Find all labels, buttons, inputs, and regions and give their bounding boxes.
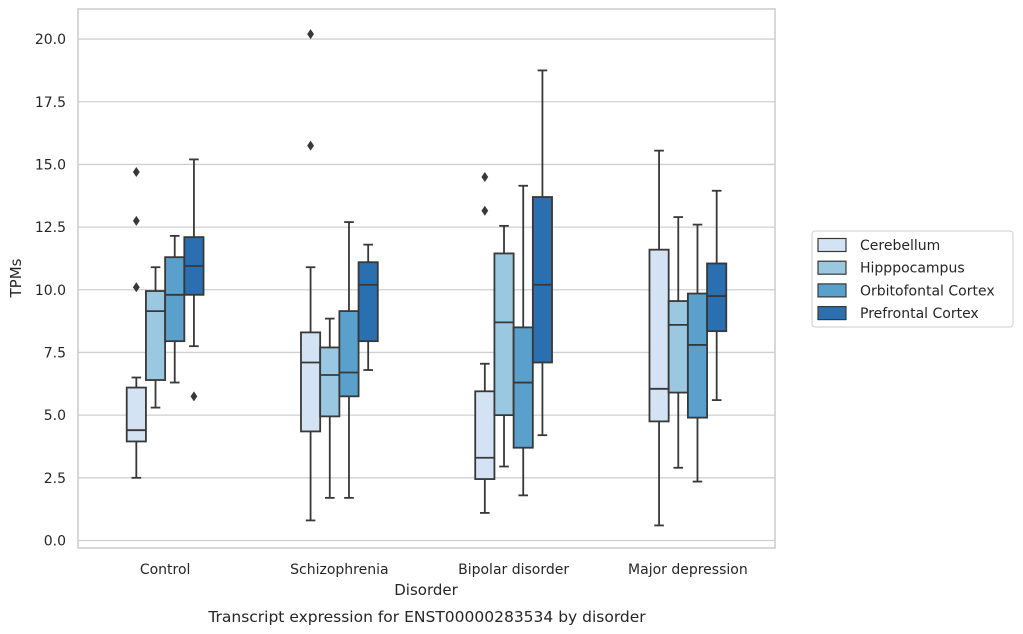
- box-iqr: [493, 252, 515, 417]
- box-cerebellum: [648, 149, 670, 527]
- box-iqr: [474, 390, 496, 480]
- box-iqr: [319, 346, 341, 418]
- x-tick-label: Major depression: [628, 562, 748, 578]
- y-tick-label: 15.0: [35, 157, 66, 173]
- box-iqr: [512, 326, 534, 449]
- x-tick-label: Schizophrenia: [290, 562, 388, 578]
- x-axis-label: Disorder: [394, 581, 458, 599]
- x-tick-label: Control: [140, 562, 191, 578]
- y-tick-label: 2.5: [44, 471, 66, 487]
- y-tick-label: 10.0: [35, 283, 66, 299]
- y-axis-ticks: 0.0 2.5 5.0 7.5 10.0 12.5 15.0 17.5 20.0: [35, 32, 66, 549]
- box-orbitofontal-cortex: [512, 184, 534, 497]
- box-iqr: [357, 261, 379, 343]
- outlier-point: [132, 215, 140, 226]
- box-prefrontal-cortex: [183, 158, 205, 402]
- y-tick-label: 5.0: [44, 408, 66, 424]
- y-tick-label: 12.5: [35, 220, 66, 236]
- outlier-point: [307, 140, 314, 151]
- y-tick-label: 0.0: [44, 533, 66, 549]
- box-orbitofontal-cortex: [164, 234, 186, 384]
- legend-label: Cerebellum: [860, 238, 940, 254]
- box-hipppocampus: [493, 224, 515, 468]
- legend-label: Orbitofontal Cortex: [860, 283, 995, 299]
- legend-frame: [811, 230, 1014, 328]
- legend-swatch: [817, 306, 847, 321]
- legend-swatch: [817, 260, 847, 275]
- box-cerebellum: [474, 171, 496, 514]
- box-iqr: [164, 256, 186, 343]
- box-prefrontal-cortex: [531, 69, 553, 437]
- legend-label: Prefrontal Cortex: [860, 306, 979, 322]
- y-tick-label: 7.5: [44, 345, 66, 361]
- outlier-point: [481, 171, 489, 182]
- box-orbitofontal-cortex: [686, 223, 708, 483]
- outlier-point: [132, 282, 140, 293]
- box-hipppocampus: [667, 216, 689, 469]
- y-tick-label: 17.5: [35, 95, 66, 111]
- box-iqr: [667, 300, 689, 394]
- box-iqr: [145, 290, 167, 381]
- y-tick-label: 20.0: [35, 32, 66, 48]
- box-hipppocampus: [145, 266, 167, 409]
- boxes: [125, 29, 728, 527]
- box-cerebellum: [125, 166, 147, 479]
- outlier-point: [132, 166, 140, 177]
- box-prefrontal-cortex: [706, 189, 728, 401]
- box-cerebellum: [300, 29, 322, 522]
- outlier-point: [307, 29, 314, 40]
- box-prefrontal-cortex: [357, 243, 379, 371]
- box-iqr: [648, 248, 670, 423]
- legend: Cerebellum Hipppocampus Orbitofontal Corte…: [811, 230, 1014, 328]
- x-tick-label: Bipolar disorder: [458, 562, 569, 578]
- x-axis-ticks: Control Schizophrenia Bipolar disorder Majo…: [140, 562, 748, 578]
- plot-frame: [77, 8, 776, 549]
- box-iqr: [300, 331, 322, 433]
- box-iqr: [531, 196, 553, 364]
- box-orbitofontal-cortex: [338, 221, 360, 499]
- box-iqr: [338, 310, 360, 398]
- outlier-point: [481, 205, 489, 216]
- legend-swatch: [817, 237, 847, 253]
- box-iqr: [125, 386, 147, 443]
- legend-swatch: [817, 283, 847, 298]
- box-iqr: [706, 262, 728, 333]
- box-hipppocampus: [319, 317, 341, 499]
- legend-label: Hipppocampus: [860, 261, 965, 277]
- y-axis-label: TPMs: [7, 258, 25, 298]
- box-iqr: [686, 292, 708, 419]
- chart-caption: Transcript expression for ENST0000028353…: [207, 608, 646, 626]
- outlier-point: [190, 391, 198, 402]
